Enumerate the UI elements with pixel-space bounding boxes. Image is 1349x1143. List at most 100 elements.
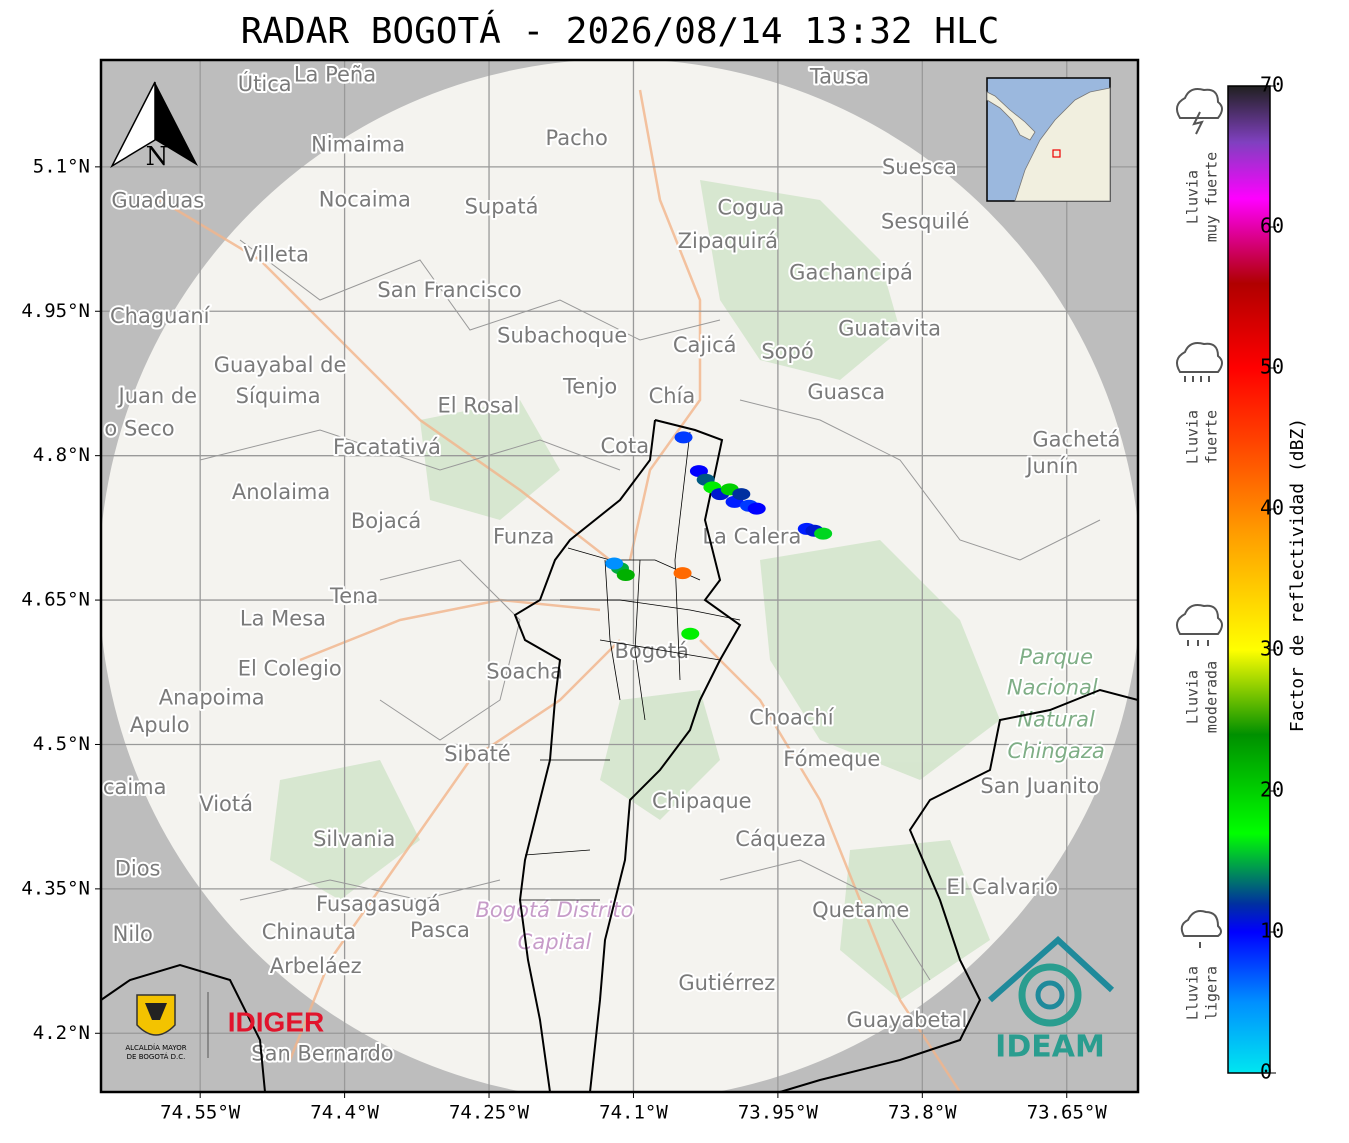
place-label: El Rosal [437,394,519,418]
alcaldia-line: ALCALDÍA MAYOR [125,1043,186,1052]
rain-label: muy fuerte [1203,152,1221,242]
place-label: Cáqueza [735,827,826,851]
y-tick-label: 5.1°N [33,155,90,177]
place-label: Sopó [761,340,813,364]
place-label: Choachí [749,705,835,729]
place-label: Nimaima [311,133,405,157]
inset-land [1014,87,1111,202]
place-label: Guaduas [111,189,204,213]
rain-label: fuerte [1203,410,1221,464]
place-label: El Calvario [946,875,1058,899]
rain-icon [1184,376,1210,382]
y-tick-label: 4.2°N [33,1022,90,1044]
place-label: Útica [238,71,292,96]
place-label: Zipaquirá [678,229,778,253]
place-label: Nilo [113,922,153,946]
place-label: Guayabetal [846,1008,967,1032]
place-label: La Mesa [240,606,326,630]
locality-borders [520,431,741,901]
place-label: Quetame [812,898,909,922]
rain-legend-labels: Lluvia muy fuerte Lluvia fuerte Lluvia m… [1184,152,1221,1020]
map-frame [99,58,1140,1094]
colorbar-tick-label: 20 [1260,778,1284,802]
rain-icon [1175,342,1223,373]
place-label: San Francisco [377,278,521,302]
grid [101,60,1138,1092]
place-label: Anapoima [159,685,265,709]
x-tick-label: 74.25°W [449,1102,530,1124]
north-arrow-right [155,82,198,166]
place-label: Cota [600,434,649,458]
place-label: Funza [493,524,554,548]
inset-extent [1052,149,1061,158]
colorbar-tick-label: 40 [1260,496,1284,520]
place-label: Tenjo [562,374,617,398]
rain-label: moderada [1203,661,1221,733]
roads [159,89,962,1092]
colorbar-tick-label: 60 [1260,214,1284,238]
place-label: Soacha [486,659,563,683]
y-axis: 5.1°N 4.95°N 4.8°N 4.65°N 4.5°N 4.35°N 4.2°N [21,155,101,1044]
north-arrow: N [110,81,198,172]
place-label: Juan de [117,384,198,408]
place-label: Chipaque [652,789,752,813]
colorbar-ramp [1227,85,1271,1074]
radar-echo [747,502,766,515]
rain-label: ligera [1203,966,1221,1020]
place-label: Natural [1017,707,1095,731]
place-label: Gachancipá [789,261,913,285]
place-label: Pasca [410,918,470,942]
place-label: Arbeláez [270,954,362,978]
y-tick-label: 4.8°N [33,444,90,466]
inset-map [986,77,1111,202]
place-label: Pacho [546,126,608,150]
place-label: Fusagasugá [316,892,441,916]
place-label: La Calera [702,524,801,548]
rain-label: Lluvia [1184,170,1202,224]
y-tick-label: 4.95°N [21,300,90,322]
radar-echo [605,557,624,570]
place-label: Síquima [236,384,321,408]
north-label: N [146,142,169,172]
logos: ALCALDÍA MAYOR DE BOGOTÁ D.C. IDIGER IDE… [125,935,1115,1065]
rain-legend [1175,88,1223,948]
rain-icon [1180,910,1222,937]
place-label: Fómeque [783,747,880,771]
alcaldia-line: DE BOGOTÁ D.C. [127,1052,186,1061]
place-labels: Útica La Peña Tausa Pacho Nimaima Guaduas Noca… [101,60,1122,1067]
place-label: Cajicá [673,333,737,357]
place-label: Chingaza [1008,739,1105,763]
colorbar-tick-label: 10 [1260,919,1284,943]
colorbar-tick-label: 0 [1260,1060,1272,1084]
place-label: Villeta [244,242,309,266]
department-border [779,688,1138,1092]
radar-echo [814,527,833,540]
place-label: Tausa [809,64,869,88]
place-label: Tena [329,584,378,608]
place-label: o Seco [104,417,174,441]
y-tick-label: 4.35°N [21,877,90,899]
place-label: Anolaima [232,480,330,504]
y-tick-label: 4.5°N [33,733,90,755]
place-label: Guayabal de [214,353,347,377]
place-label: Facatativá [333,435,441,459]
place-label: San Juanito [980,774,1099,798]
bogota-eagle [145,1003,167,1020]
colorbar-tick-label: 70 [1260,73,1284,97]
place-label: Parque [1019,645,1093,669]
rain-icon [1187,640,1209,646]
title: RADAR BOGOTÁ - 2026/08/14 13:32 HLC [241,10,1000,52]
x-axis: 74.55°W 74.4°W 74.25°W 74.1°W 73.95°W 73.8°W 7… [160,1092,1107,1124]
place-label: Chaguaní [110,304,211,328]
place-label: Bogotá Distrito [476,898,634,922]
ideam-swirl [1035,980,1065,1010]
place-label: Bogotá [614,639,689,663]
place-label: caima [103,775,167,799]
place-label: Gutiérrez [678,971,775,995]
rain-icon [1175,604,1223,635]
rain-icon [1192,111,1204,135]
ideam-swirl [1018,963,1082,1027]
place-label: Suesca [882,155,957,179]
radar-echo [681,627,700,640]
place-label: Dios [115,857,161,881]
